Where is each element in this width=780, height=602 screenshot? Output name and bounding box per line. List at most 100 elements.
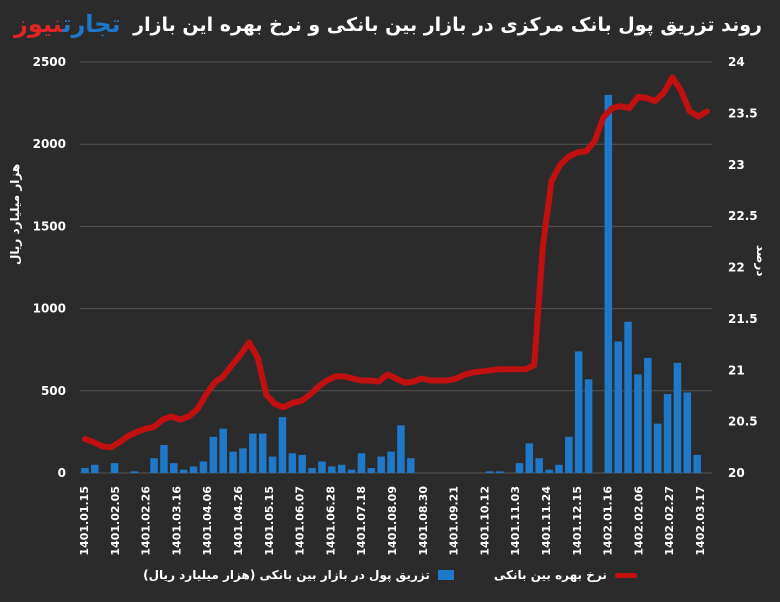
x-tick-label: 1401.01.15: [78, 486, 91, 556]
x-tick-label: 1401.10.12: [478, 486, 491, 556]
legend-swatch-line: [614, 572, 637, 578]
x-tick-label: 1401.12.15: [571, 486, 584, 556]
legend-item-line: نرخ بهره بین بانکی: [494, 568, 637, 582]
y-tick-left: 500: [41, 384, 66, 398]
y-tick-right: 20.5: [728, 415, 758, 429]
bar: [377, 456, 385, 473]
bar: [614, 341, 622, 473]
x-tick-label: 1402.01.16: [602, 486, 615, 556]
legend: نرخ بهره بین بانکی تزریق پول در بازار بی…: [0, 568, 780, 582]
y-tick-right: 24: [728, 55, 745, 69]
bar: [693, 454, 701, 473]
bar: [249, 433, 257, 473]
x-tick-label: 1401.02.05: [109, 486, 122, 556]
bar: [515, 463, 524, 473]
bar: [170, 463, 178, 473]
y-tick-right: 22: [728, 261, 745, 275]
bar: [486, 471, 494, 473]
bar: [574, 351, 583, 473]
bar: [288, 453, 297, 473]
bar: [229, 451, 237, 473]
legend-label-bar: تزریق پول در بازار بین بانکی (هزار میلیا…: [143, 568, 430, 582]
y-axis-left-label: هزار میلیارد ریال: [8, 163, 22, 265]
bar: [219, 428, 227, 473]
bar: [624, 321, 632, 473]
x-tick-label: 1402.02.27: [663, 486, 676, 556]
x-tick-label: 1402.03.17: [694, 486, 707, 556]
x-tick-label: 1401.09.21: [448, 486, 461, 556]
tick-layer: 0 500 1000 1500 2000 2500 20 20.5 21 21.5 22 22.5 23…: [33, 55, 758, 556]
bar: [634, 374, 642, 473]
bar: [565, 436, 573, 473]
bar: [347, 469, 356, 473]
bar: [318, 461, 326, 473]
bar: [545, 469, 553, 473]
x-tick-label: 1401.02.26: [140, 486, 153, 556]
y-tick-right: 21.5: [728, 312, 758, 326]
bar: [189, 466, 198, 473]
y-tick-right: 23: [728, 158, 745, 172]
bar: [653, 423, 662, 473]
x-tick-label: 1401.04.06: [201, 486, 214, 556]
x-tick-label: 1402.02.06: [632, 486, 645, 556]
x-tick-label: 1401.05.15: [263, 486, 276, 556]
bar: [150, 458, 158, 473]
bar: [495, 471, 504, 473]
bar: [160, 445, 168, 473]
bar: [130, 471, 139, 473]
bar: [337, 464, 346, 473]
bar: [199, 461, 208, 473]
x-tick-label: 1401.11.24: [540, 486, 553, 556]
y-tick-right: 23.5: [728, 106, 758, 120]
y-tick-left: 2000: [33, 137, 66, 151]
series-line: [82, 74, 710, 451]
x-tick-label: 1401.08.30: [417, 486, 430, 556]
logo-part-2: نیوز: [14, 10, 63, 38]
bar: [584, 379, 593, 473]
y-tick-right: 22.5: [728, 209, 758, 223]
bar: [91, 464, 99, 473]
bar: [110, 463, 119, 473]
y-tick-left: 2500: [33, 55, 66, 69]
bar: [209, 436, 218, 473]
bar-layer: [81, 94, 701, 473]
y-tick-right: 20: [728, 466, 745, 480]
bar: [357, 453, 366, 473]
y-tick-right: 21: [728, 363, 745, 377]
bar: [367, 468, 376, 473]
bar: [81, 468, 89, 473]
y-tick-left: 0: [58, 466, 66, 480]
bar: [239, 448, 247, 473]
bar: [268, 456, 277, 473]
bar: [555, 464, 563, 473]
bar: [407, 458, 415, 473]
bar: [328, 466, 336, 473]
x-tick-label: 1401.08.09: [386, 486, 399, 556]
x-tick-label: 1401.04.26: [232, 486, 245, 556]
bar: [308, 468, 316, 473]
bar: [644, 357, 652, 473]
x-tick-label: 1401.07.18: [355, 486, 368, 556]
legend-label-line: نرخ بهره بین بانکی: [493, 568, 607, 582]
bar: [683, 392, 692, 473]
brand-logo: تجارتنیوز: [14, 10, 121, 38]
x-tick-label: 1401.03.16: [170, 486, 183, 556]
bar: [179, 469, 188, 473]
bar: [387, 451, 395, 473]
bar: [397, 425, 405, 473]
bar: [525, 443, 534, 473]
line-layer: [82, 74, 710, 451]
legend-swatch-bar: [437, 570, 454, 580]
y-tick-left: 1000: [33, 302, 66, 316]
x-tick-label: 1401.11.03: [509, 486, 522, 556]
legend-item-bar: تزریق پول در بازار بین بانکی (هزار میلیا…: [143, 568, 454, 582]
bar: [663, 394, 672, 473]
x-tick-label: 1401.06.07: [294, 486, 307, 556]
bar: [258, 433, 267, 473]
x-tick-label: 1401.06.28: [324, 486, 337, 556]
bar: [673, 362, 682, 473]
logo-part-1: تجارت: [62, 10, 121, 38]
bar: [278, 417, 287, 473]
chart-title: روند تزریق پول بانک مرکزی در بازار بین ب…: [133, 14, 762, 36]
